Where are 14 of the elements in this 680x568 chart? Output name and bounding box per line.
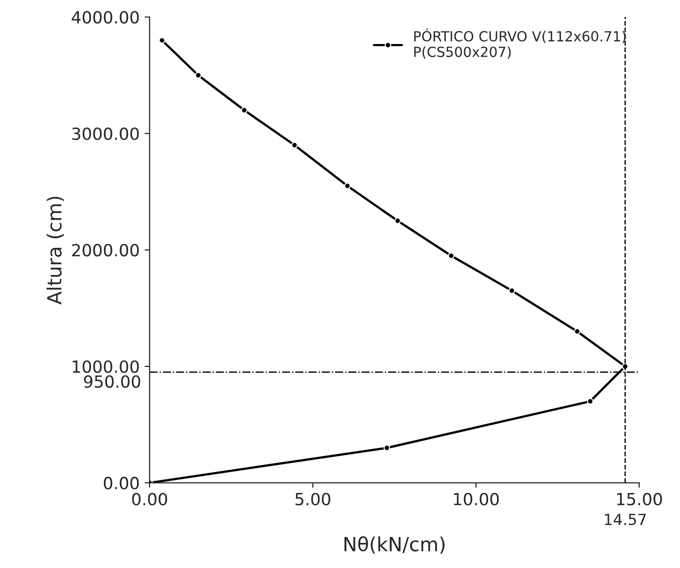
ref-line-label: 14.57 — [604, 514, 646, 526]
x-tick-label: 5.00 — [296, 492, 330, 506]
x-axis-title: Nθ(kN/cm) — [344, 536, 445, 554]
y-tick-label: 1000.00 — [72, 360, 139, 373]
x-tick-label: 10.00 — [454, 492, 499, 506]
y-tick-label: 2000.00 — [72, 244, 139, 256]
x-tick-label: 0.00 — [132, 492, 168, 506]
y-axis-title: Altura (cm) — [46, 196, 64, 305]
ref-line-label: 950.00 — [84, 375, 140, 388]
legend-label: PÓRTICO CURVO V(112x60.71) P(CS500x207) — [414, 28, 626, 59]
y-tick-label: 3000.00 — [72, 127, 139, 140]
x-tick-label: 15.00 — [617, 492, 662, 506]
y-tick-label: 4000.00 — [72, 11, 139, 24]
y-tick-label: 0.00 — [104, 476, 139, 490]
